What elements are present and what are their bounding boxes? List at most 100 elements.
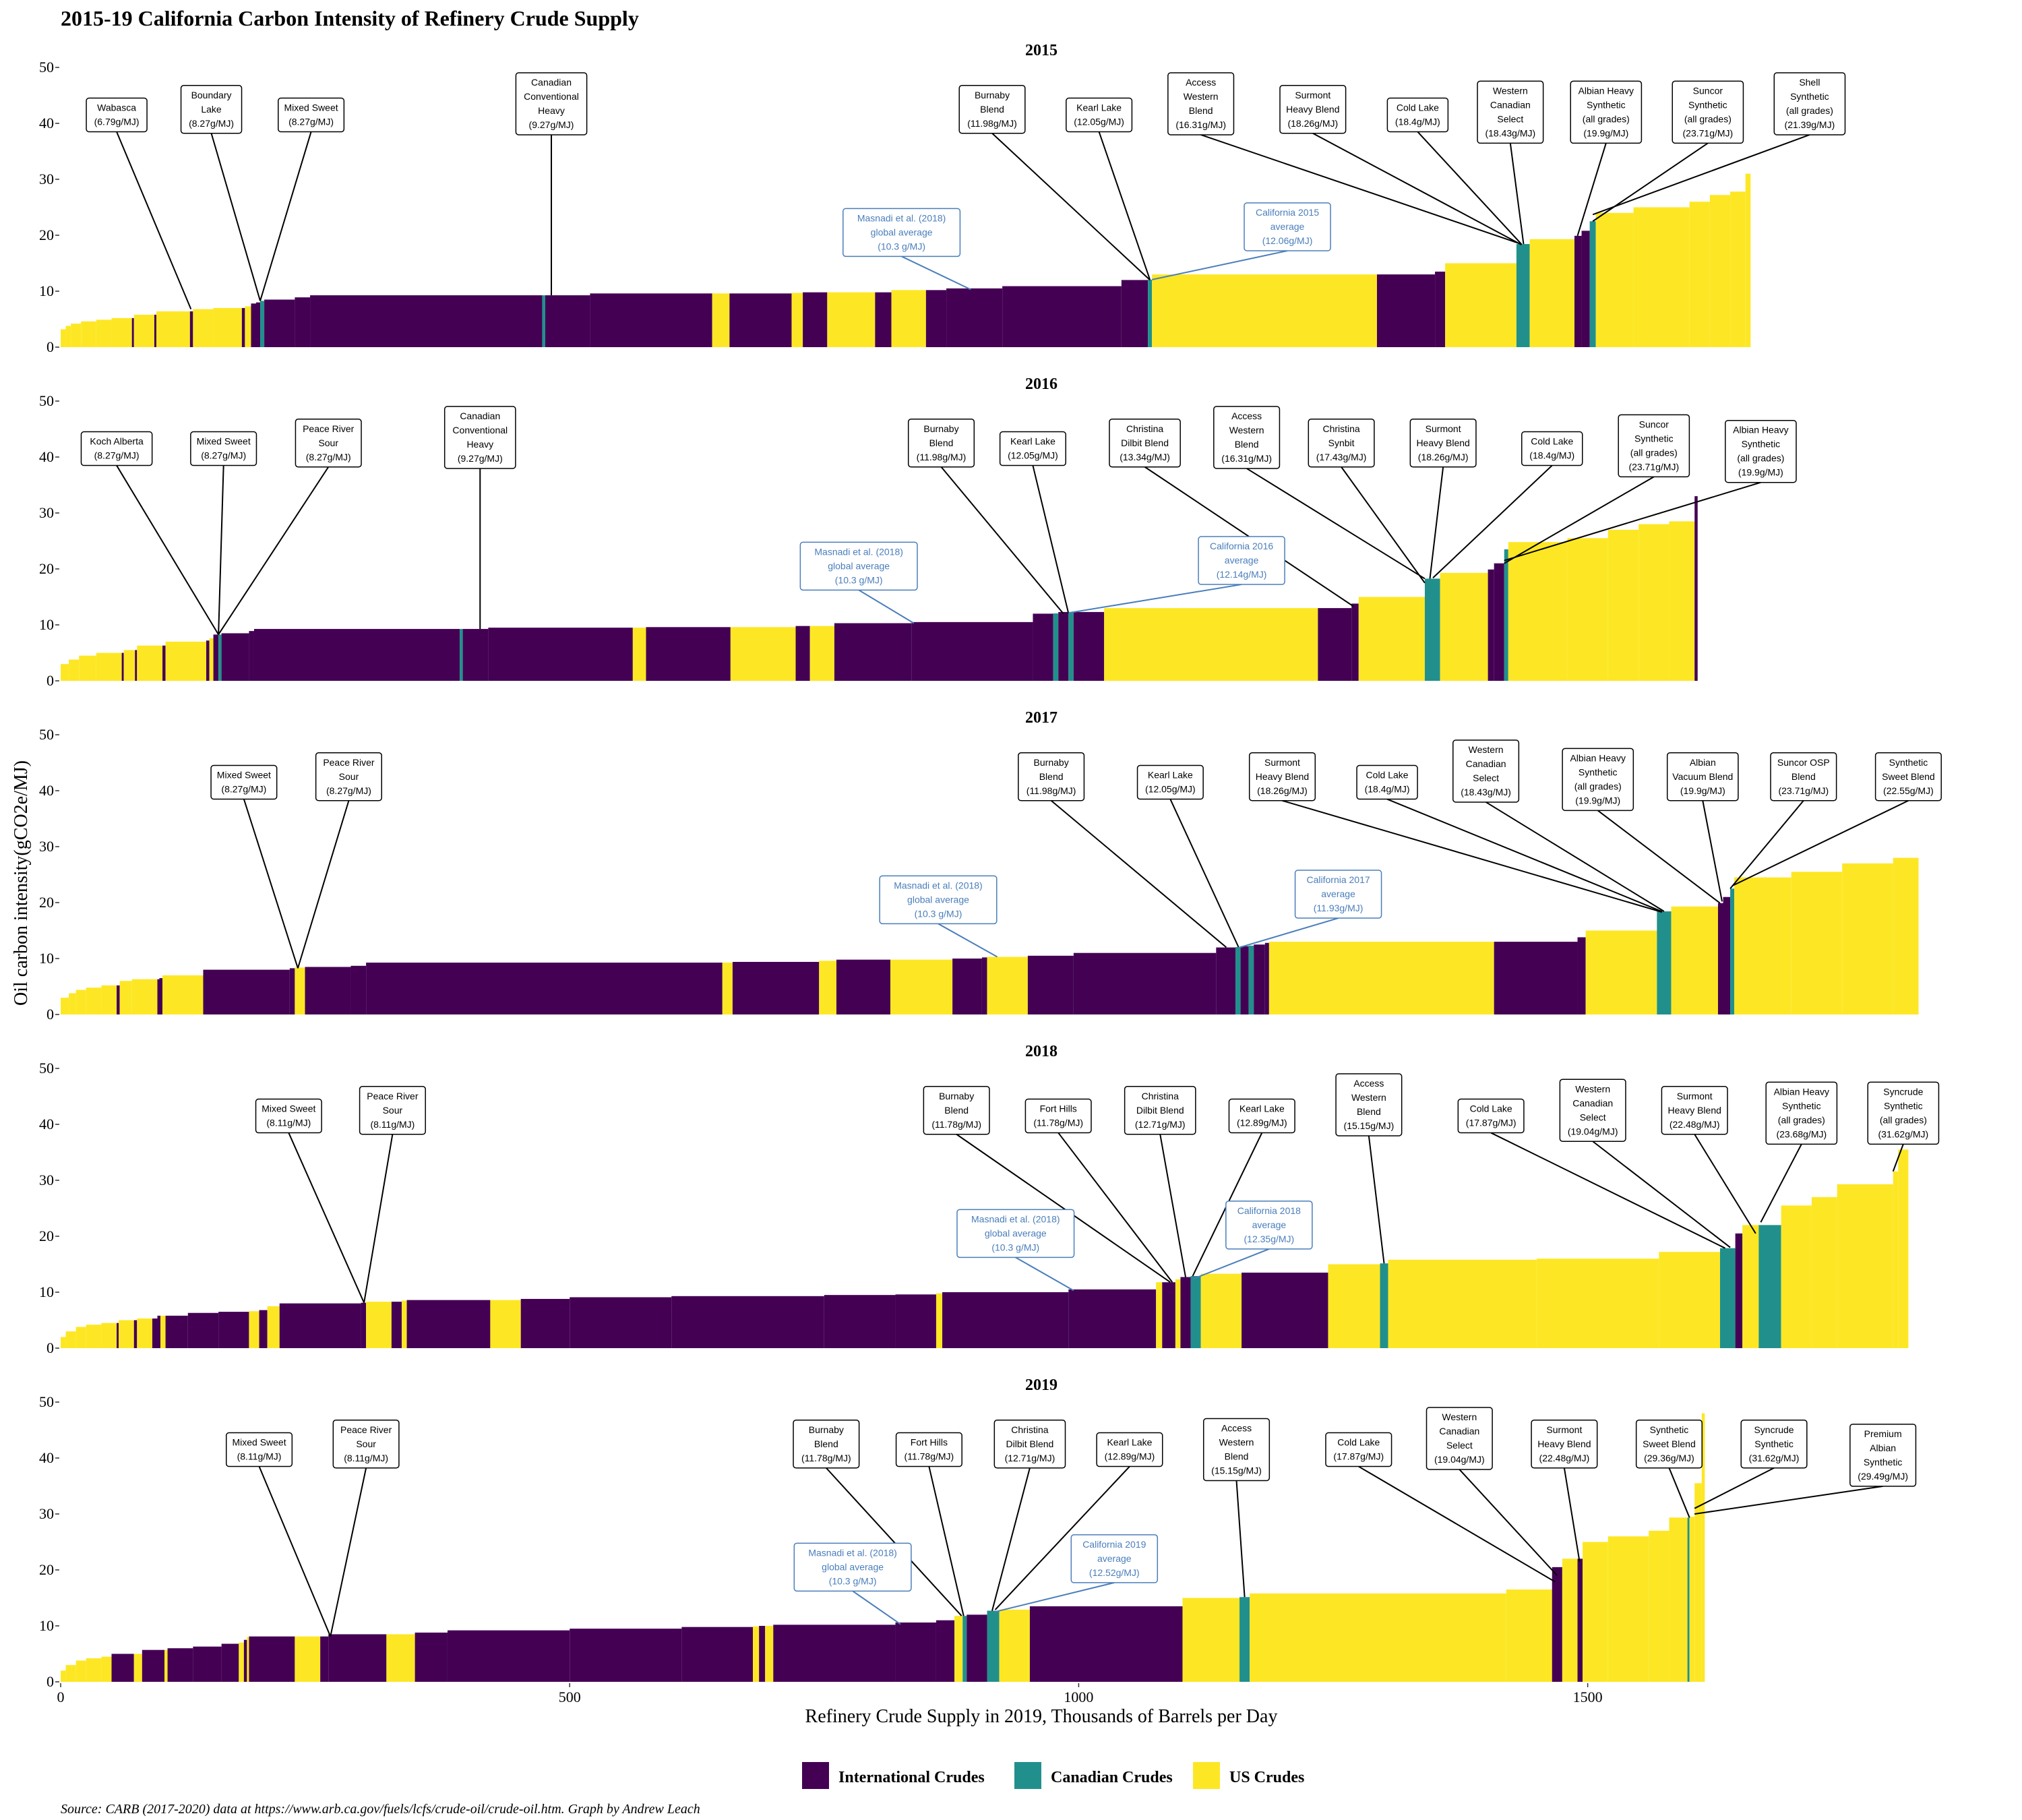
bar-segment	[1235, 946, 1241, 1014]
y-tick-label: 40	[39, 1449, 54, 1466]
panel-title: 2016	[1025, 375, 1058, 393]
bar-segment	[803, 292, 828, 347]
crude-label-text: Sweet Blend	[1643, 1438, 1696, 1449]
crude-label-text: (all grades)	[1786, 105, 1833, 116]
average-label-text: (11.93g/MJ)	[1314, 903, 1364, 913]
crude-label-text: (18.26g/MJ)	[1418, 452, 1469, 462]
crude-label-text: (8.27g/MJ)	[326, 785, 371, 796]
crude-label-leader	[330, 1467, 367, 1637]
bar-segment	[187, 1312, 219, 1348]
bar-segment	[1723, 897, 1731, 1014]
crude-label-text: (15.15g/MJ)	[1211, 1465, 1262, 1476]
crude-label-leader	[1592, 134, 1810, 216]
crude-label-text: Western	[1442, 1412, 1477, 1422]
y-tick-label: 10	[39, 282, 54, 299]
bar-segment	[925, 290, 947, 347]
bar-segment	[86, 988, 102, 1014]
bar-segment	[1633, 207, 1690, 347]
crude-label-text: (11.98g/MJ)	[917, 452, 967, 462]
crude-label-text: Sour	[339, 771, 359, 782]
crude-label-leader	[1341, 466, 1426, 584]
average-label-leader	[1068, 584, 1242, 614]
bar-segment	[1516, 244, 1530, 347]
bar-segment	[570, 1629, 682, 1682]
crude-label-box	[1765, 1081, 1838, 1145]
crude-label-text: (8.27g/MJ)	[201, 450, 246, 461]
crude-label-box	[180, 85, 243, 134]
crude-label-text: (all grades)	[1574, 781, 1622, 791]
crude-label-text: (21.39g/MJ)	[1785, 119, 1835, 130]
crude-label-text: (19.9g/MJ)	[1583, 127, 1628, 138]
crude-label-text: Sour	[356, 1438, 376, 1449]
crude-label-box	[190, 431, 257, 466]
bar-segment	[809, 626, 834, 681]
y-tick-label: 0	[47, 1339, 54, 1356]
crude-label-leader	[1246, 468, 1426, 580]
crude-label-text: Burnaby	[975, 90, 1010, 100]
crude-label-text: (19.9g/MJ)	[1575, 795, 1620, 806]
bar-segment	[1529, 239, 1574, 347]
average-label-text: (10.3 g/MJ)	[878, 241, 925, 251]
crude-label-leader	[1732, 799, 1909, 887]
crude-label-text: (13.34g/MJ)	[1120, 452, 1170, 462]
bar-segment	[243, 1639, 247, 1682]
crude-label-box	[278, 97, 345, 133]
y-tick-label: 50	[39, 1393, 54, 1410]
bar-segment	[890, 959, 953, 1014]
crude-label-leader	[1058, 1132, 1173, 1283]
crude-label-text: (29.49g/MJ)	[1858, 1471, 1908, 1482]
bar-segment	[1837, 1184, 1893, 1348]
crude-label-text: (19.04g/MJ)	[1568, 1126, 1618, 1136]
bar-segment	[96, 320, 112, 347]
average-label-leader	[858, 589, 915, 624]
crude-label-text: Canadian	[1439, 1426, 1479, 1436]
y-tick-label: 0	[47, 338, 54, 355]
crude-label-leader	[288, 1132, 365, 1304]
bar-segment	[259, 1310, 268, 1348]
bar-segment	[111, 317, 132, 347]
average-label-text: Masnadi et al. (2018)	[808, 1547, 897, 1558]
crude-label-text: Suncor	[1639, 419, 1669, 429]
bar-segment	[165, 641, 206, 681]
panel-2018: 2018 0 10 20 30 40 50 Mixed Sweet (8.11g/MJ) Peac…	[39, 1043, 1940, 1356]
crude-label-leader	[258, 1466, 332, 1637]
bar-segment	[447, 1630, 570, 1682]
bar-segment	[1121, 280, 1148, 347]
bar-segment	[1248, 945, 1254, 1014]
crude-label-box	[1672, 80, 1744, 144]
bar-segment	[133, 1654, 142, 1682]
crude-label-text: Vacuum Blend	[1672, 771, 1733, 782]
average-label-box	[799, 541, 918, 591]
crude-label-text: Christina	[1142, 1091, 1179, 1101]
source-note: Source: CARB (2017-2020) data at https:/…	[61, 1802, 700, 1817]
crude-label-text: Blend	[929, 437, 954, 448]
crude-label-text: Koch Alberta	[90, 436, 144, 447]
bar-segment	[203, 969, 290, 1014]
bar-segment	[1376, 274, 1436, 347]
average-label-text: (10.3 g/MJ)	[829, 1575, 877, 1586]
crude-label-leader	[940, 466, 1064, 615]
crude-label-text: (8.11g/MJ)	[344, 1453, 388, 1463]
average-label-text: (10.3 g/MJ)	[991, 1242, 1039, 1252]
bar-segment	[1388, 1259, 1537, 1348]
crude-label-text: Synbit	[1328, 437, 1355, 448]
crude-label-text: (12.89g/MJ)	[1105, 1451, 1155, 1462]
crude-label-text: Kearl Lake	[1239, 1103, 1285, 1114]
bar-segment	[117, 985, 120, 1014]
bar-segment	[1190, 1276, 1201, 1348]
crude-label-text: (8.11g/MJ)	[266, 1118, 311, 1128]
bar-segment	[1730, 191, 1746, 347]
bar-segment	[119, 1320, 134, 1348]
crude-label-text: (19.9g/MJ)	[1738, 467, 1783, 478]
crude-label-box	[1849, 1424, 1917, 1487]
bar-segment	[545, 295, 590, 347]
panel-2016: 2016 0 10 20 30 40 50 Koch Alberta (8.27g/MJ) Mix…	[39, 375, 1797, 689]
crude-label-text: (19.9g/MJ)	[1680, 785, 1725, 796]
crude-label-text: Canadian	[1572, 1097, 1613, 1108]
crude-label-text: (8.27g/MJ)	[306, 452, 351, 462]
bar-segment	[1068, 611, 1074, 681]
legend-label: Canadian Crudes	[1051, 1769, 1173, 1786]
crude-label-text: (all grades)	[1778, 1114, 1825, 1125]
crude-label-text: (19.04g/MJ)	[1434, 1454, 1485, 1465]
bar-segment	[1689, 202, 1710, 347]
